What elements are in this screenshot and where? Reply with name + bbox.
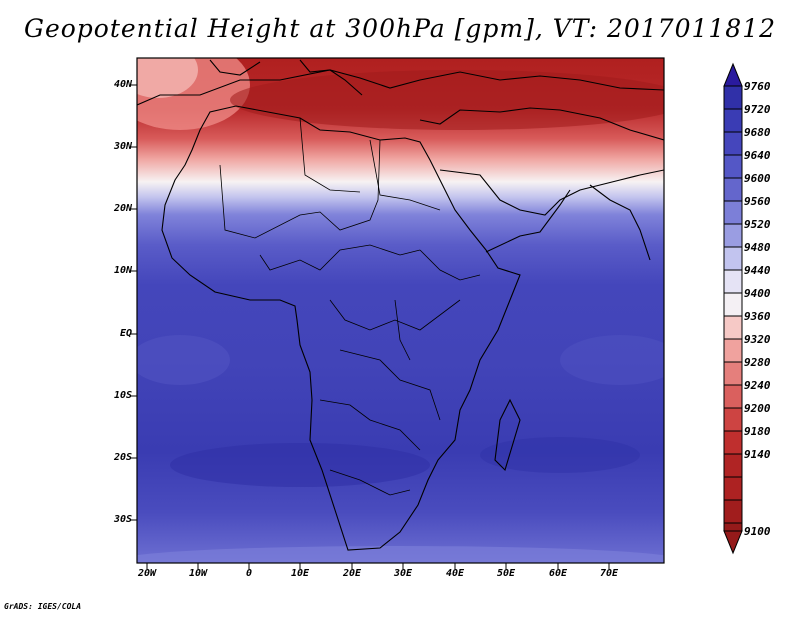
colorbar-bottom-arrow xyxy=(723,530,743,555)
colorbar-bin xyxy=(723,499,743,524)
colorbar-label: 9760 xyxy=(744,80,771,93)
lat-ticks xyxy=(131,84,137,521)
colorbar-bin xyxy=(723,361,743,386)
colorbar-bin xyxy=(723,108,743,133)
colorbar-label: 9360 xyxy=(744,310,771,323)
colorbar-bin xyxy=(723,131,743,156)
colorbar-label: 9520 xyxy=(744,218,771,231)
colorbar-bin xyxy=(723,407,743,432)
colorbar-label: 9180 xyxy=(744,425,771,438)
colorbar-label: 9680 xyxy=(744,126,771,139)
lon-label: 10W xyxy=(188,568,208,579)
lon-label: 20W xyxy=(137,568,157,579)
lat-label: 10S xyxy=(113,390,132,401)
lon-ticks xyxy=(146,563,610,569)
colorbar-bin xyxy=(723,315,743,340)
lat-label: 20N xyxy=(113,203,132,214)
colorbar-bin xyxy=(723,430,743,455)
coastlines xyxy=(137,59,664,551)
country-borders xyxy=(219,117,481,496)
colorbar-bin xyxy=(723,292,743,317)
colorbar-label: 9440 xyxy=(744,264,771,277)
lon-label: 0 xyxy=(245,568,253,579)
colorbar-label: 9480 xyxy=(744,241,771,254)
height-field xyxy=(137,58,664,563)
lon-label: 70E xyxy=(599,568,619,579)
colorbar-bin xyxy=(723,200,743,225)
colorbar-label: 9280 xyxy=(744,356,771,369)
colorbar-bin xyxy=(723,338,743,363)
lon-label: 40E xyxy=(445,568,465,579)
map-title: Geopotential Height at 300hPa [gpm], VT:… xyxy=(23,14,777,43)
grads-credit: GrADS: IGES/COLA xyxy=(4,602,82,611)
colorbar-label: 9100 xyxy=(744,525,771,538)
plot-frame xyxy=(136,57,665,564)
colorbar-bin xyxy=(723,384,743,409)
colorbar-label: 9560 xyxy=(744,195,771,208)
colorbar-bin xyxy=(723,85,743,110)
colorbar xyxy=(723,62,743,555)
lat-label: EQ xyxy=(119,328,132,339)
lon-label: 20E xyxy=(342,568,362,579)
lon-label: 60E xyxy=(548,568,568,579)
colorbar-label: 9720 xyxy=(744,103,771,116)
colorbar-bin xyxy=(723,223,743,248)
colorbar-label: 9320 xyxy=(744,333,771,346)
lat-label: 20S xyxy=(113,452,132,463)
colorbar-label: 9240 xyxy=(744,379,771,392)
lon-label: 10E xyxy=(290,568,310,579)
colorbar-label: 9140 xyxy=(744,448,771,461)
colorbar-label: 9640 xyxy=(744,149,771,162)
colorbar-bin xyxy=(723,154,743,179)
colorbar-label: 9600 xyxy=(744,172,771,185)
lat-label: 30N xyxy=(113,141,132,152)
colorbar-top-arrow xyxy=(723,62,743,87)
lat-label: 10N xyxy=(113,265,132,276)
colorbar-label: 9200 xyxy=(744,402,771,415)
colorbar-bin xyxy=(723,453,743,478)
colorbar-bin xyxy=(723,177,743,202)
lon-label: 30E xyxy=(393,568,413,579)
colorbar-bin xyxy=(723,476,743,501)
lat-label: 30S xyxy=(113,514,132,525)
colorbar-bin xyxy=(723,269,743,294)
colorbar-label: 9400 xyxy=(744,287,771,300)
lat-label: 40N xyxy=(113,79,132,90)
lon-label: 50E xyxy=(496,568,516,579)
colorbar-bin xyxy=(723,246,743,271)
colorbar-bin xyxy=(723,522,743,532)
